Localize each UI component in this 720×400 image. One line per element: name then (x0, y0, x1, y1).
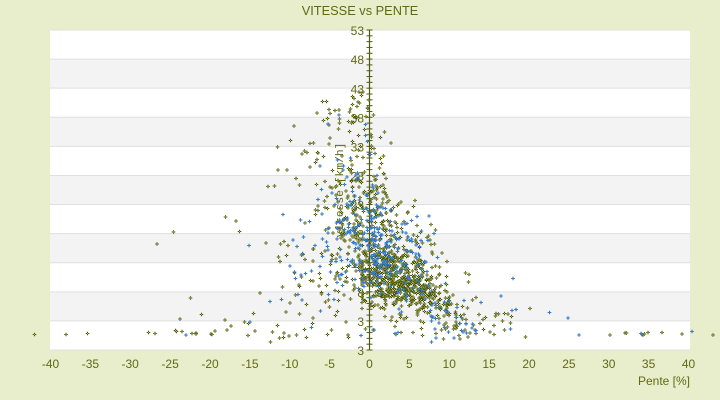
svg-text:25: 25 (562, 357, 576, 371)
svg-text:-5: -5 (324, 357, 335, 371)
svg-text:VITESSE vs PENTE: VITESSE vs PENTE (302, 3, 419, 18)
svg-text:-15: -15 (241, 357, 259, 371)
svg-text:-10: -10 (281, 357, 299, 371)
svg-text:30: 30 (602, 357, 616, 371)
svg-text:5: 5 (406, 357, 413, 371)
svg-text:3: 3 (357, 344, 364, 358)
svg-text:-40: -40 (42, 357, 60, 371)
svg-text:35: 35 (642, 357, 656, 371)
svg-text:Pente [%]: Pente [%] (638, 374, 690, 388)
svg-text:-30: -30 (122, 357, 140, 371)
svg-text:33: 33 (351, 140, 365, 154)
svg-text:43: 43 (351, 82, 365, 96)
svg-text:-35: -35 (82, 357, 100, 371)
svg-text:40: 40 (682, 357, 696, 371)
svg-text:-25: -25 (161, 357, 179, 371)
svg-text:0: 0 (366, 357, 373, 371)
svg-text:15: 15 (482, 357, 496, 371)
svg-text:3: 3 (357, 315, 364, 329)
svg-text:48: 48 (351, 53, 365, 67)
svg-text:53: 53 (351, 24, 365, 38)
svg-text:20: 20 (522, 357, 536, 371)
svg-text:10: 10 (443, 357, 457, 371)
svg-text:-20: -20 (201, 357, 219, 371)
